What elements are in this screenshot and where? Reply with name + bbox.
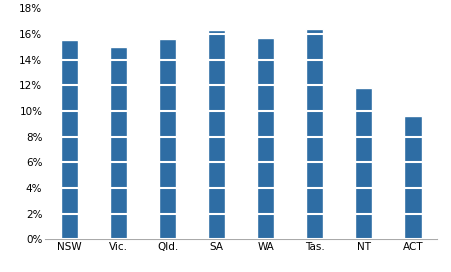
- Bar: [110, 47, 127, 239]
- Bar: [306, 29, 323, 239]
- Bar: [159, 39, 176, 239]
- Bar: [405, 116, 422, 239]
- Bar: [61, 40, 78, 239]
- Bar: [257, 38, 274, 239]
- Bar: [355, 88, 373, 239]
- Bar: [208, 30, 226, 239]
